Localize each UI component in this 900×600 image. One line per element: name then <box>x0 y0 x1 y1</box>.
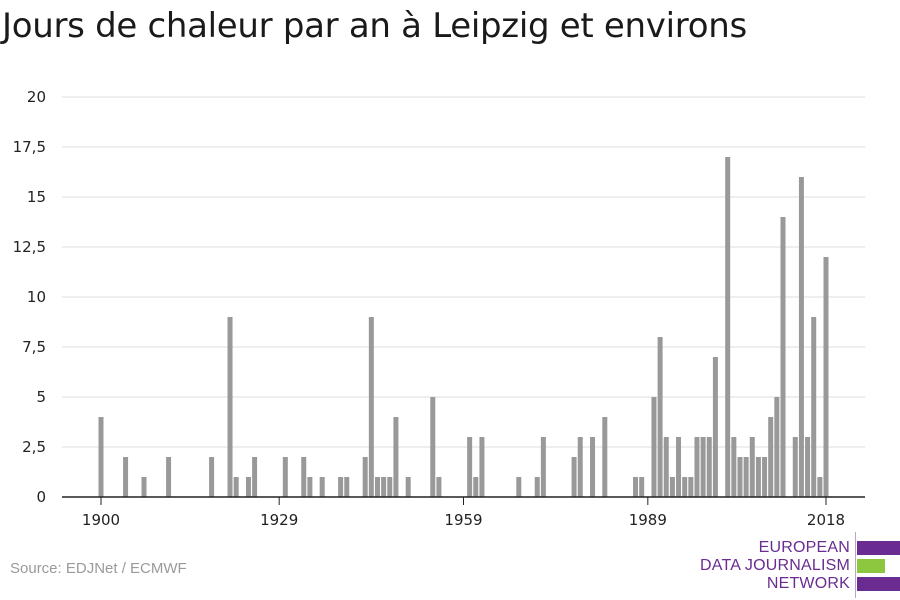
source-note: Source: EDJNet / ECMWF <box>10 560 187 577</box>
bar-1987 <box>633 477 639 497</box>
bar-1971 <box>534 477 540 497</box>
bar-2017 <box>817 477 823 497</box>
bar-1994 <box>676 437 682 497</box>
bar-1911 <box>166 457 172 497</box>
y-tick-label: 7,5 <box>22 338 46 356</box>
bar-1945 <box>374 477 380 497</box>
bar-1936 <box>319 477 325 497</box>
x-tick-label: 1959 <box>444 511 482 529</box>
x-tick-label: 1900 <box>82 511 120 529</box>
bars <box>98 157 829 497</box>
x-axis-ticks: 1900 1929 1959 1989 2018 <box>82 497 845 529</box>
bar-2011 <box>780 217 786 497</box>
gridlines <box>62 96 865 448</box>
bar-1977 <box>571 457 577 497</box>
y-tick-label: 20 <box>27 88 46 106</box>
bar-1954 <box>430 397 436 497</box>
bar-2016 <box>811 317 817 497</box>
y-tick-label: 12,5 <box>13 238 46 256</box>
bar-1933 <box>301 457 307 497</box>
bar-1921 <box>227 317 233 497</box>
bar-2018 <box>823 257 829 497</box>
logo-line-data-journalism: DATA JOURNALISM <box>700 557 850 574</box>
bar-2008 <box>762 457 768 497</box>
edjnet-logo: EUROPEAN DATA JOURNALISM NETWORK <box>700 532 900 598</box>
bar-2014 <box>798 177 804 497</box>
x-tick-label: 1989 <box>629 511 667 529</box>
bar-2004 <box>737 457 743 497</box>
bar-1947 <box>387 477 393 497</box>
logo-bar-purple-top <box>857 541 900 555</box>
bar-1972 <box>540 437 546 497</box>
bar-2010 <box>774 397 780 497</box>
bar-1925 <box>252 457 258 497</box>
y-tick-label: 0 <box>36 488 46 506</box>
bar-1997 <box>694 437 700 497</box>
bar-1930 <box>282 457 288 497</box>
y-tick-label: 10 <box>27 288 46 306</box>
bar-2007 <box>755 457 761 497</box>
bar-2002 <box>725 157 731 497</box>
bar-1988 <box>639 477 645 497</box>
bar-1946 <box>381 477 387 497</box>
bar-1991 <box>657 337 663 497</box>
logo-divider <box>855 532 856 598</box>
x-tick-label: 2018 <box>807 511 845 529</box>
bar-1995 <box>682 477 688 497</box>
bar-2009 <box>768 417 774 497</box>
bar-1992 <box>663 437 669 497</box>
bar-1924 <box>245 477 251 497</box>
bar-1980 <box>590 437 596 497</box>
logo-bar-purple-bottom <box>857 577 900 591</box>
bar-1939 <box>338 477 344 497</box>
bar-1940 <box>344 477 350 497</box>
bar-1999 <box>706 437 712 497</box>
bar-2005 <box>743 457 749 497</box>
bar-1918 <box>209 457 215 497</box>
bar-1961 <box>473 477 479 497</box>
bar-1998 <box>700 437 706 497</box>
bar-2013 <box>792 437 798 497</box>
bar-1982 <box>602 417 608 497</box>
logo-line-european: EUROPEAN <box>758 539 850 556</box>
bar-1922 <box>233 477 239 497</box>
bar-1900 <box>98 417 104 497</box>
bar-1934 <box>307 477 313 497</box>
bar-2000 <box>712 357 718 497</box>
bar-1944 <box>368 317 374 497</box>
x-tick-label: 1929 <box>260 511 298 529</box>
y-tick-label: 17,5 <box>13 138 46 156</box>
bar-2003 <box>731 437 737 497</box>
bar-1943 <box>362 457 368 497</box>
bar-1955 <box>436 477 442 497</box>
logo-bar-green <box>857 559 885 573</box>
bar-1968 <box>516 477 522 497</box>
y-tick-label: 15 <box>27 188 46 206</box>
bar-1993 <box>669 477 675 497</box>
y-tick-label: 5 <box>36 388 46 406</box>
chart-title: Jours de chaleur par an à Leipzig et env… <box>2 6 747 46</box>
bar-2015 <box>805 437 811 497</box>
bar-1978 <box>577 437 583 497</box>
logo-line-network: NETWORK <box>766 575 850 592</box>
bar-1990 <box>651 397 657 497</box>
bar-1904 <box>123 457 129 497</box>
bar-1950 <box>405 477 411 497</box>
bar-2006 <box>749 437 755 497</box>
bar-1962 <box>479 437 485 497</box>
bar-1996 <box>688 477 694 497</box>
bar-1907 <box>141 477 147 497</box>
bar-1948 <box>393 417 399 497</box>
y-axis-ticks: 0 2,5 5 7,5 10 12,5 15 17,5 20 <box>13 88 46 506</box>
bar-1960 <box>467 437 473 497</box>
y-tick-label: 2,5 <box>22 438 46 456</box>
